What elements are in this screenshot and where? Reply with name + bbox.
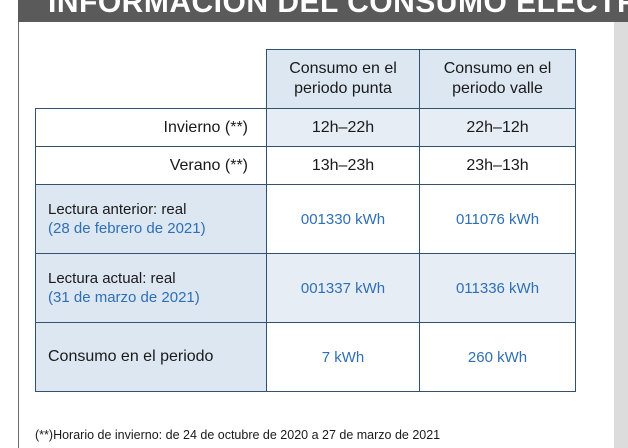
schedule-punta-invierno: 12h–22h xyxy=(266,108,420,147)
total-label: Consumo en el periodo xyxy=(35,322,267,392)
reading-date: (31 de marzo de 2021) xyxy=(48,289,200,306)
footnote-text: Horario de invierno: de 24 de octubre de… xyxy=(53,428,441,442)
header-row: Consumo en el periodo punta Consumo en e… xyxy=(35,49,576,109)
total-row: Consumo en el periodo 7 kWh 260 kWh xyxy=(35,322,576,392)
section-title: INFORMACIÓN DEL CONSUMO ELÉCTRICO xyxy=(48,0,628,19)
reading-row-actual: Lectura actual: real (31 de marzo de 202… xyxy=(35,253,576,323)
header-punta: Consumo en el periodo punta xyxy=(266,49,420,109)
season-name: Verano xyxy=(169,156,221,174)
schedule-row-invierno: Invierno (**) 12h–22h 22h–12h xyxy=(35,108,576,147)
schedule-label-verano: Verano (**) xyxy=(35,146,267,185)
reading-punta-actual: 001337 kWh xyxy=(266,253,420,323)
reading-valle-anterior: 011076 kWh xyxy=(419,184,576,254)
header-blank-cell xyxy=(35,49,267,109)
reading-punta-anterior: 001330 kWh xyxy=(266,184,420,254)
total-punta: 7 kWh xyxy=(266,322,420,392)
schedule-punta-verano: 13h–23h xyxy=(266,146,420,185)
reading-row-anterior: Lectura anterior: real (28 de febrero de… xyxy=(35,184,576,254)
schedule-valle-invierno: 22h–12h xyxy=(419,108,576,147)
schedule-row-verano: Verano (**) 13h–23h 23h–13h xyxy=(35,146,576,185)
reading-label-anterior: Lectura anterior: real (28 de febrero de… xyxy=(35,184,267,254)
reading-valle-actual: 011336 kWh xyxy=(419,253,576,323)
footnote-mark: (**) xyxy=(224,156,248,174)
section-banner: INFORMACIÓN DEL CONSUMO ELÉCTRICO xyxy=(18,0,628,22)
frame-border-left xyxy=(18,22,19,448)
schedule-label-invierno: Invierno (**) xyxy=(35,108,267,147)
footnote-mark: (**) xyxy=(224,118,248,136)
reading-title: Lectura actual: real xyxy=(48,270,176,287)
footnote-mark: (**) xyxy=(35,428,54,442)
season-name: Invierno xyxy=(163,118,221,136)
reading-title: Lectura anterior: real xyxy=(48,201,187,218)
reading-date: (28 de febrero de 2021) xyxy=(48,220,206,237)
footnote: (**)Horario de invierno: de 24 de octubr… xyxy=(35,428,440,442)
reading-label-actual: Lectura actual: real (31 de marzo de 202… xyxy=(35,253,267,323)
header-valle: Consumo en el periodo valle xyxy=(419,49,576,109)
consumption-table: Consumo en el periodo punta Consumo en e… xyxy=(35,49,576,392)
total-valle: 260 kWh xyxy=(419,322,576,392)
frame-border-right xyxy=(614,22,628,448)
schedule-valle-verano: 23h–13h xyxy=(419,146,576,185)
